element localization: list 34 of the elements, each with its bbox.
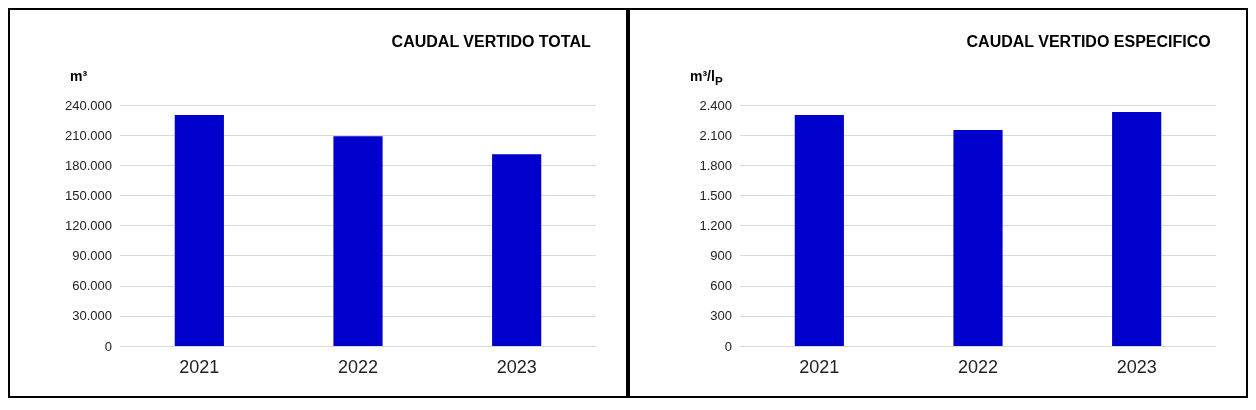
bar — [492, 154, 542, 346]
y-tick-label: 210.000 — [65, 127, 112, 143]
chart-title: CAUDAL VERTIDO TOTAL — [391, 32, 591, 50]
bar — [333, 136, 383, 346]
y-tick-label: 150.000 — [65, 187, 112, 203]
y-axis-title: m³/l$_{P}$ — [690, 68, 723, 87]
y-tick-label: 2.100 — [699, 127, 732, 143]
y-tick-label: 240.000 — [65, 97, 112, 113]
x-tick-label: 2023 — [1116, 357, 1157, 377]
y-tick-label: 90.000 — [72, 248, 112, 264]
y-tick-label: 300 — [710, 308, 732, 324]
y-tick-label: 1.500 — [699, 187, 732, 203]
x-tick-label: 2023 — [496, 357, 537, 377]
bar — [1112, 112, 1162, 346]
y-tick-label: 900 — [710, 248, 732, 264]
y-tick-label: 1.200 — [699, 218, 732, 233]
x-tick-label: 2021 — [799, 357, 840, 377]
y-tick-label: 120.000 — [65, 218, 112, 233]
y-tick-label: 2.400 — [699, 97, 732, 113]
y-tick-label: 600 — [710, 278, 732, 294]
bar — [953, 130, 1003, 346]
y-tick-label: 30.000 — [72, 308, 112, 324]
x-tick-label: 2022 — [957, 357, 999, 377]
chart-title: CAUDAL VERTIDO ESPECIFICO — [966, 32, 1211, 50]
y-tick-label: 0 — [104, 338, 112, 354]
y-axis-title: m³ — [70, 68, 88, 84]
x-tick-label: 2022 — [337, 357, 379, 377]
bar — [794, 115, 844, 346]
y-tick-label: 180.000 — [65, 157, 112, 173]
y-tick-label: 1.800 — [699, 157, 732, 173]
y-tick-label: 0 — [724, 338, 732, 354]
bar — [174, 115, 224, 346]
y-tick-label: 60.000 — [72, 278, 112, 294]
x-tick-label: 2021 — [179, 357, 220, 377]
